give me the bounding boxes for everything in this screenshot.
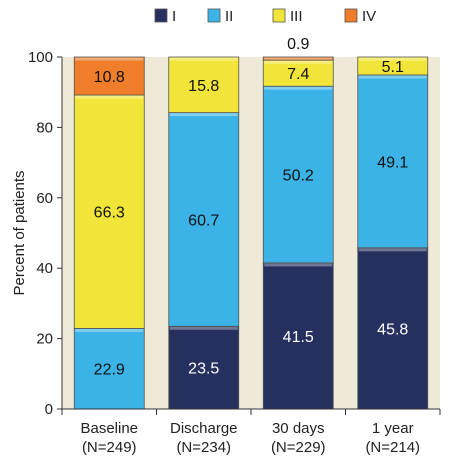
legend-label-ii: II: [225, 8, 233, 25]
x-tick-label: 30 days (N=229): [271, 420, 326, 456]
bar-segment-iv-2: [262, 56, 334, 61]
bar-highlight-ii-2: [264, 86, 333, 90]
legend-swatch-ii: [207, 8, 221, 23]
legend-swatch-iv: [344, 8, 358, 23]
bar-segment-iii-1: [168, 56, 240, 114]
data-label-i-3: 45.8: [377, 321, 408, 338]
data-label-iv-0: 10.8: [94, 69, 125, 86]
bar-segment-ii-3: [357, 74, 429, 249]
bar-highlight-iii-0: [75, 95, 144, 99]
bar-segment-ii-0: [73, 327, 145, 410]
x-tick-label: Discharge (N=234): [170, 420, 238, 456]
y-tick-label: 60: [36, 190, 53, 207]
data-label-ii-1: 60.7: [188, 212, 219, 229]
axes: 0 20 40 60 80 100 Baseline (N=249) Discharge (N=2…: [28, 49, 441, 456]
data-label-iii-2: 7.4: [287, 66, 309, 83]
bar-highlight-iv-2: [264, 57, 333, 60]
bar-segment-iii-3: [357, 56, 429, 76]
legend-label-iv: IV: [362, 8, 376, 25]
bar-highlight-iii-2: [264, 60, 333, 64]
bar-highlight-ii-1: [169, 113, 238, 117]
data-label-ii-2: 50.2: [283, 168, 314, 185]
y-tick-label: 20: [36, 331, 53, 348]
bar-highlight-iv-0: [75, 57, 144, 61]
data-label-i-1: 23.5: [188, 361, 219, 378]
legend: I II III IV: [154, 8, 376, 25]
data-label-ii-0: 22.9: [94, 362, 125, 379]
bar-highlight-iii-1: [169, 57, 238, 61]
bars: 22.9 66.3 10.8 23.5 60.7 15.8 41.5 50.2 7.4 0.9 45…: [73, 36, 429, 410]
data-label-i-2: 41.5: [283, 329, 314, 346]
bar-highlight-i-3: [358, 248, 427, 252]
bar-segment-iii-0: [73, 94, 145, 329]
bar-segment-i-3: [357, 247, 429, 410]
y-tick-label: 0: [45, 401, 53, 418]
y-axis-title: Percent of patients: [11, 170, 28, 295]
bar-segment-iii-2: [262, 59, 334, 87]
legend-label-i: I: [172, 8, 176, 25]
legend-swatch-iii: [272, 8, 286, 23]
bar-segment-ii-2: [262, 85, 334, 264]
y-tick-label: 100: [28, 49, 53, 66]
bar-highlight-i-1: [169, 326, 238, 330]
bar-highlight-iii-3: [358, 57, 427, 61]
data-label-iii-1: 15.8: [188, 78, 219, 95]
data-label-iii-3: 5.1: [382, 59, 404, 76]
bar-segment-iv-0: [73, 56, 145, 96]
data-label-iv-2: 0.9: [287, 36, 309, 53]
x-tick-label: 1 year (N=214): [365, 420, 420, 456]
data-label-ii-3: 49.1: [377, 154, 408, 171]
legend-label-iii: III: [290, 8, 303, 25]
x-tick-label: Baseline (N=249): [80, 420, 138, 456]
bar-highlight-ii-3: [358, 75, 427, 79]
legend-swatch-i: [154, 8, 168, 23]
data-label-iii-0: 66.3: [94, 205, 125, 222]
y-tick-label: 40: [36, 260, 53, 277]
y-tick-label: 80: [36, 119, 53, 136]
bar-highlight-i-2: [264, 263, 333, 267]
bar-highlight-ii-0: [75, 328, 144, 332]
